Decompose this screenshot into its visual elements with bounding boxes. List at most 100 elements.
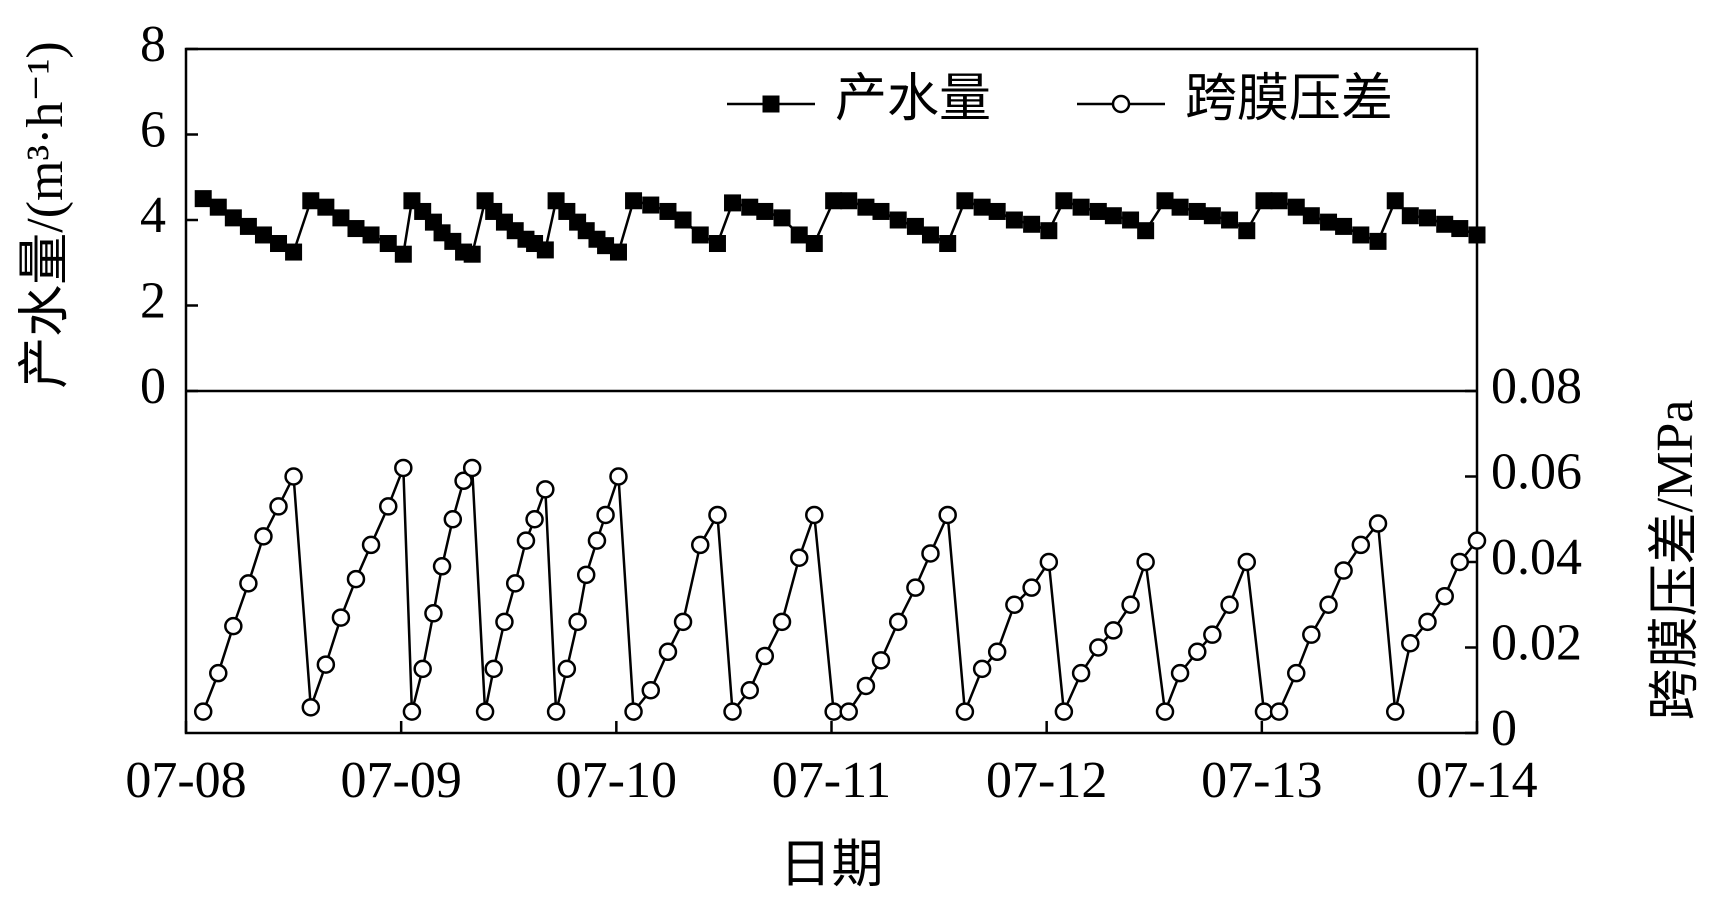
circle-marker [536, 480, 555, 499]
circle-marker [755, 646, 775, 666]
y-tick-label: 0 [140, 358, 166, 415]
circle-marker [568, 612, 587, 632]
square-marker [302, 192, 320, 210]
square-marker [1352, 226, 1370, 244]
square-marker [536, 241, 554, 259]
y-tick-label: 2 [140, 272, 166, 329]
square-marker [1072, 198, 1090, 216]
square-marker [597, 237, 615, 255]
circle-marker [1418, 612, 1437, 632]
square-marker [659, 202, 677, 220]
square-marker [1419, 209, 1437, 227]
square-marker [463, 245, 481, 263]
square-marker [1255, 192, 1273, 210]
square-marker [224, 209, 242, 227]
x-axis-title: 日期 [779, 837, 883, 894]
square-marker [317, 198, 335, 216]
square-marker [1203, 207, 1221, 225]
square-marker [1451, 220, 1469, 238]
circle-marker [516, 531, 536, 550]
circle-marker [224, 616, 243, 636]
circle-marker [856, 676, 876, 696]
y2-axis-title: 跨膜压差/MPa [1647, 400, 1704, 721]
square-marker [956, 192, 974, 210]
square-marker [1023, 215, 1041, 233]
square-marker [825, 192, 843, 210]
circle-marker [301, 698, 321, 717]
square-marker [394, 245, 412, 263]
square-marker [741, 198, 759, 216]
x-tick-label: 07-14 [1416, 752, 1537, 809]
circle-marker [1136, 552, 1155, 572]
y-tick-label: 8 [140, 16, 166, 73]
square-marker [1188, 202, 1206, 220]
y2-tick-label: 0.06 [1491, 443, 1582, 500]
circle-marker [1450, 552, 1470, 572]
square-marker [642, 196, 660, 214]
circle-marker [346, 569, 366, 589]
circle-marker [690, 535, 710, 555]
square-marker [939, 235, 957, 253]
circle-marker [888, 612, 908, 632]
square-marker [285, 243, 303, 261]
square-marker [1040, 222, 1058, 240]
square-marker [973, 198, 991, 216]
y-axis-title: 产水量/(m³·h⁻¹) [17, 41, 74, 388]
circle-marker [1254, 702, 1274, 721]
circle-marker [641, 681, 661, 700]
circle-marker [443, 510, 463, 529]
circle-marker [673, 612, 693, 632]
circle-marker [462, 458, 482, 478]
square-marker [1302, 207, 1320, 225]
circle-marker [723, 702, 742, 721]
x-tick-label: 07-12 [986, 752, 1107, 809]
square-marker [708, 235, 726, 253]
circle-marker [587, 531, 607, 550]
circle-marker [1269, 702, 1289, 721]
circle-marker [557, 659, 577, 679]
circle-marker [269, 497, 288, 516]
circle-marker [525, 510, 544, 529]
circle-marker [1302, 625, 1321, 644]
circle-marker [839, 702, 858, 721]
circle-marker [1111, 94, 1131, 114]
y2-tick-label: 0.02 [1491, 614, 1582, 671]
square-marker [889, 211, 907, 229]
x-tick-label: 07-10 [556, 752, 677, 809]
circle-marker [361, 535, 381, 555]
y2-tick-label: 0 [1491, 700, 1517, 757]
square-marker [872, 202, 890, 220]
circle-marker [609, 467, 628, 486]
circle-marker [972, 659, 992, 679]
square-marker [1221, 211, 1239, 229]
circle-marker [209, 663, 228, 683]
circle-marker [402, 702, 422, 721]
square-marker [691, 226, 709, 244]
square-marker [270, 235, 288, 253]
circle-marker [1005, 595, 1024, 614]
square-marker [988, 202, 1006, 220]
y2-tick-label: 0.04 [1491, 529, 1582, 586]
circle-marker [921, 544, 940, 563]
circle-marker [1401, 633, 1420, 653]
circle-marker [1435, 586, 1454, 606]
circle-marker [495, 612, 514, 632]
square-marker [332, 209, 350, 227]
square-marker [347, 220, 365, 238]
square-marker [921, 226, 939, 244]
square-marker [1156, 192, 1174, 210]
square-marker [840, 192, 858, 210]
circle-marker [1467, 531, 1487, 550]
circle-marker [484, 659, 503, 679]
circle-marker [1104, 621, 1123, 640]
square-marker [1005, 211, 1023, 229]
square-marker [805, 235, 823, 253]
circle-marker [254, 527, 273, 546]
square-marker [674, 211, 692, 229]
circle-marker [1155, 702, 1175, 721]
circle-marker [1287, 663, 1306, 683]
square-marker [1171, 198, 1189, 216]
square-marker [1320, 213, 1338, 231]
x-tick-label: 07-08 [125, 752, 246, 809]
